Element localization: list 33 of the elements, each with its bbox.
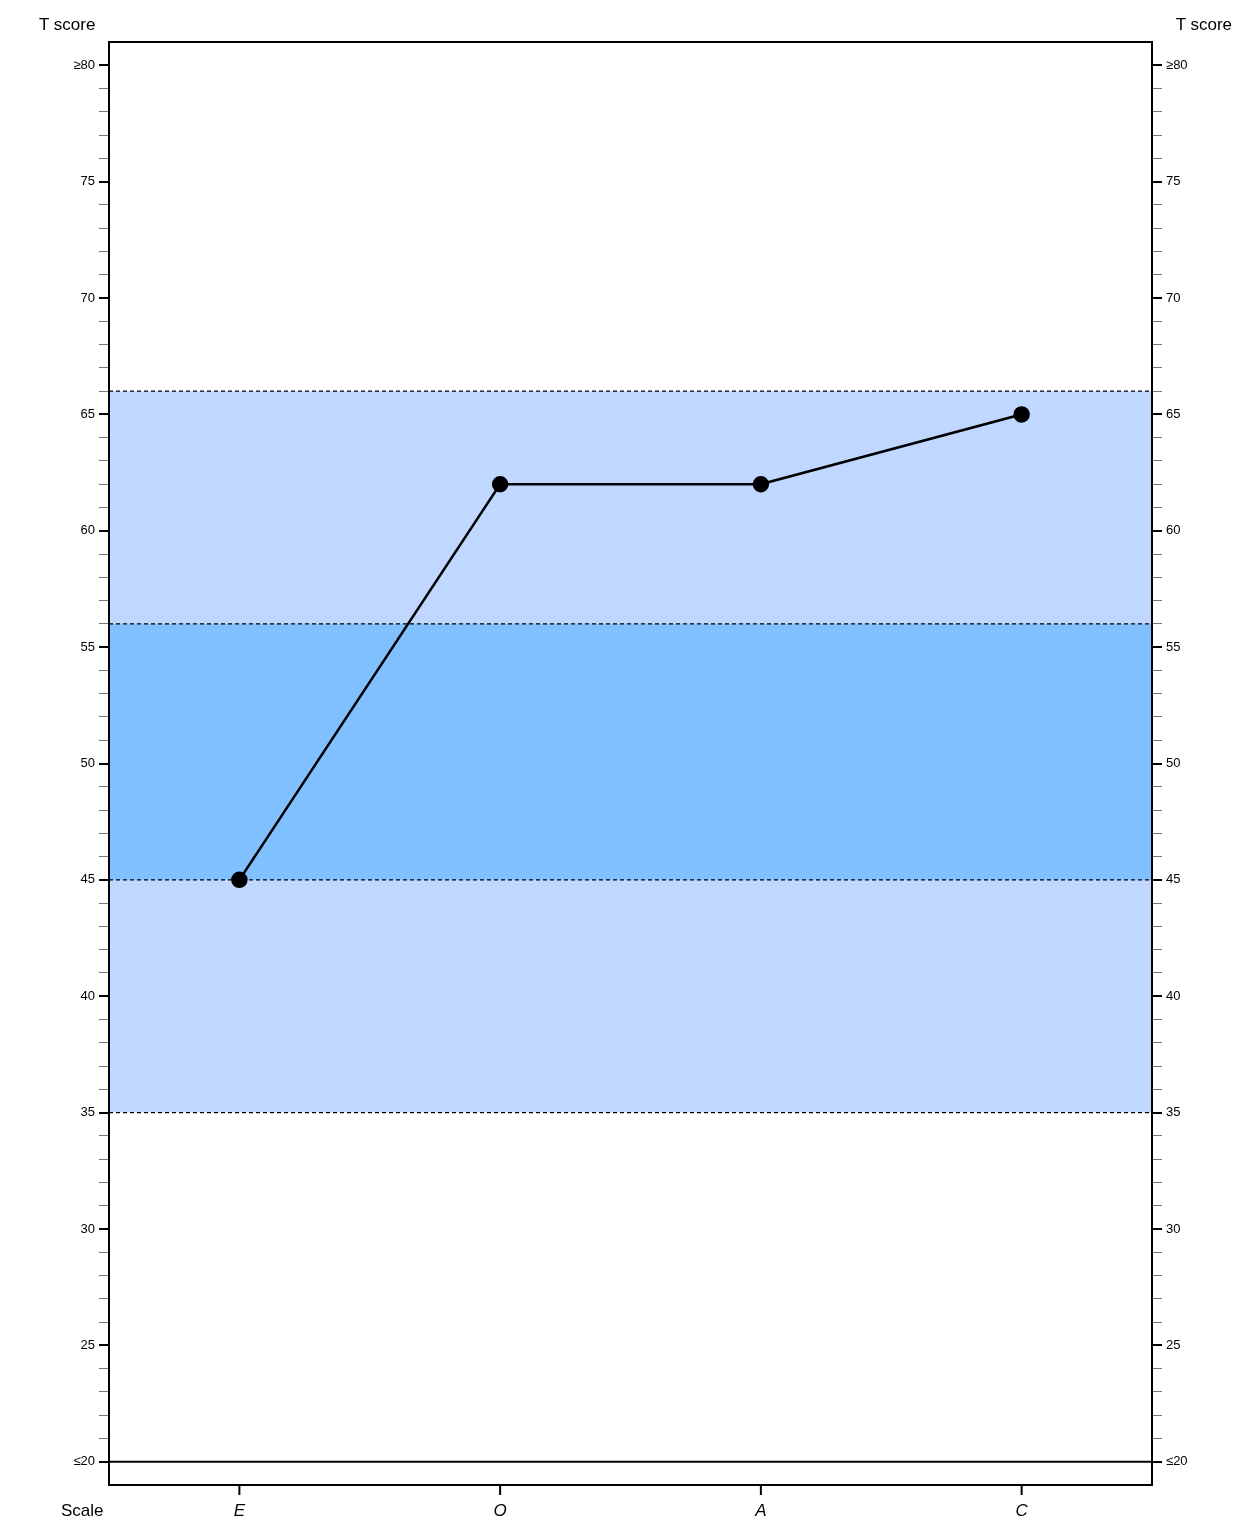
y2-tick-label: 75	[1166, 173, 1181, 189]
y2-tick-label: 45	[1166, 871, 1181, 887]
y-tick-label: 75	[80, 173, 95, 189]
y-tick-label: 30	[80, 1220, 95, 1236]
y2-tick-label: ≥80	[1166, 56, 1188, 72]
y-tick-label: ≤20	[73, 1453, 95, 1469]
y2-tick-label: 65	[1166, 405, 1181, 421]
y-tick-label: 45	[80, 871, 95, 887]
x-tick-label: C	[1015, 1500, 1029, 1520]
y-tick-label: 55	[80, 638, 95, 654]
y2-tick-label: 25	[1166, 1336, 1181, 1352]
y-axis-title: T score	[39, 15, 96, 34]
y-tick-label: ≥80	[73, 56, 95, 72]
y2-tick-label: 60	[1166, 522, 1181, 538]
y-tick-label: 25	[80, 1336, 95, 1352]
x-axis-title: Scale	[61, 1501, 104, 1520]
y2-tick-label: 55	[1166, 638, 1181, 654]
y-tick-label: 50	[80, 755, 95, 771]
y-tick-label: 70	[80, 289, 95, 305]
x-tick-label: O	[493, 1500, 507, 1520]
y-tick-label: 65	[80, 405, 95, 421]
y-tick-label: 40	[80, 987, 95, 1003]
y2-tick-label: 40	[1166, 987, 1181, 1003]
y2-axis-title: T score	[1175, 15, 1232, 34]
y2-tick-label: 50	[1166, 755, 1181, 771]
y2-tick-label: 30	[1166, 1220, 1181, 1236]
y2-tick-label: ≤20	[1166, 1453, 1188, 1469]
y2-tick-label: 70	[1166, 289, 1181, 305]
x-tick-label: A	[754, 1500, 767, 1520]
y-tick-label: 35	[80, 1104, 95, 1120]
y2-tick-label: 35	[1166, 1104, 1181, 1120]
x-tick-label: E	[233, 1500, 246, 1520]
y-tick-label: 60	[80, 522, 95, 538]
